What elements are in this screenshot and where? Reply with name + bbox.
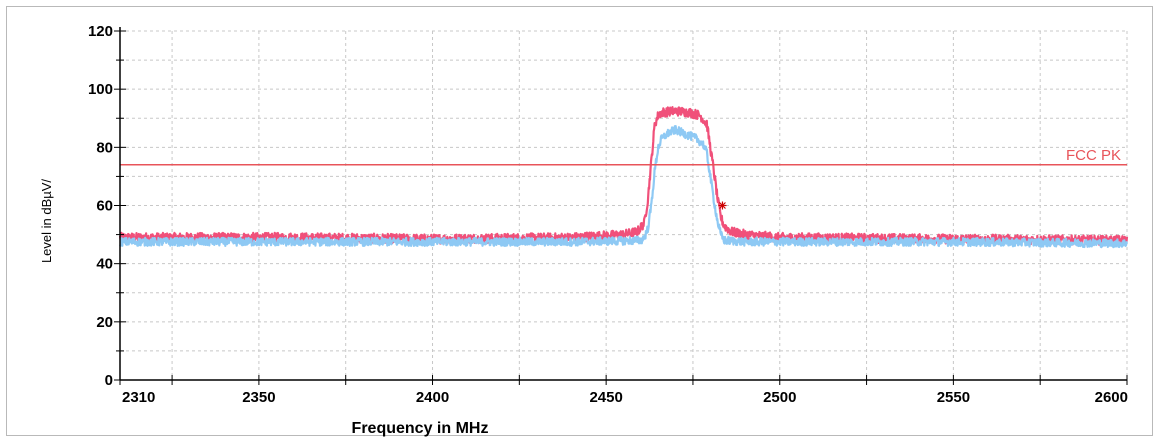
marker-point xyxy=(718,201,727,210)
y-tick-label: 0 xyxy=(105,372,113,389)
x-tick-label: 2450 xyxy=(589,389,622,406)
x-tick-label: 2310 xyxy=(122,389,155,406)
y-tick-label: 60 xyxy=(96,198,113,215)
limit-line-label: FCC PK xyxy=(1066,147,1121,164)
y-tick-label: 40 xyxy=(96,256,113,273)
x-tick-label: 2550 xyxy=(937,389,970,406)
series-layer xyxy=(118,106,1129,249)
marker-stroke xyxy=(719,202,726,209)
axes xyxy=(114,27,1128,385)
spectrum-chart: FCC PK 2310 2350 2400 2450 2500 2550 2600 0 20 4… xyxy=(39,23,1129,437)
x-tick-labels: 2310 2350 2400 2450 2500 2550 2600 xyxy=(122,389,1128,406)
x-tick-label: 2400 xyxy=(416,389,449,406)
y-tick-labels: 0 20 40 60 80 100 120 xyxy=(88,23,113,389)
y-axis-title: Level in dBµV/ xyxy=(39,179,54,263)
x-tick-label: 2500 xyxy=(763,389,796,406)
chart-frame: FCC PK 2310 2350 2400 2450 2500 2550 2600 0 20 4… xyxy=(6,6,1153,437)
x-axis-title: Frequency in MHz xyxy=(352,420,489,437)
limit-line-layer: FCC PK xyxy=(120,147,1127,166)
grid-lines xyxy=(120,30,1128,380)
y-tick-label: 80 xyxy=(96,139,113,156)
x-tick-label: 2350 xyxy=(242,389,275,406)
y-tick-label: 120 xyxy=(88,23,113,40)
y-tick-label: 20 xyxy=(96,314,113,331)
marker-layer xyxy=(718,201,727,210)
series-trace-2 xyxy=(119,125,1129,249)
y-tick-label: 100 xyxy=(88,81,113,98)
x-tick-label: 2600 xyxy=(1095,389,1128,406)
